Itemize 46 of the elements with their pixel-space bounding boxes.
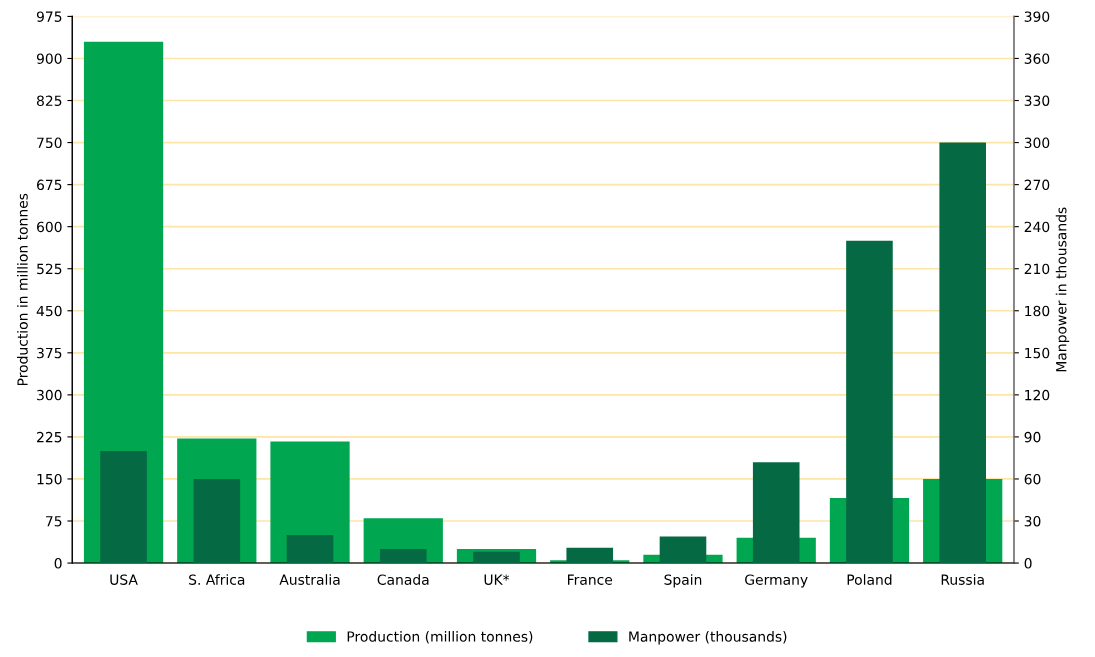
y-tick-label: 300 — [37, 389, 62, 401]
x-tick-label: USA — [110, 574, 138, 585]
y2-tick-label: 0 — [1024, 558, 1032, 569]
y2-tick-label: 390 — [1024, 11, 1050, 22]
y2-tick-label: 60 — [1024, 473, 1041, 485]
y-tick-label: 150 — [37, 473, 62, 485]
y2-tick-label: 150 — [1025, 347, 1050, 359]
bar — [100, 450, 147, 564]
y-tick-label: 750 — [37, 137, 62, 149]
y2-tick-label: 120 — [1025, 389, 1050, 401]
x-tick-label: Spain — [664, 574, 702, 588]
y-tick-label: 0 — [54, 558, 62, 569]
y-tick-label: 75 — [46, 516, 62, 527]
y2-tick-label: 30 — [1024, 515, 1041, 527]
bar — [193, 478, 241, 564]
y-tick-label: 900 — [36, 53, 62, 64]
x-tick-label: Poland — [847, 574, 892, 585]
bar — [379, 549, 427, 564]
y2-axis-title: Manpower in thousands — [1055, 207, 1070, 372]
y-tick-label: 825 — [36, 95, 62, 106]
y2-tick-label: 90 — [1024, 431, 1041, 443]
x-tick-label: Russia — [941, 574, 984, 585]
y-tick-label: 975 — [36, 11, 62, 22]
y2-tick-label: 180 — [1025, 305, 1050, 317]
y-tick-label: 375 — [37, 347, 62, 359]
y-tick-label: 600 — [37, 221, 62, 233]
y-tick-label: 675 — [37, 179, 62, 191]
y2-tick-label: 330 — [1024, 95, 1050, 106]
y-tick-label: 450 — [36, 305, 62, 317]
y2-tick-label: 300 — [1024, 137, 1050, 149]
y-tick-label: 225 — [37, 431, 62, 443]
legend-label: Manpower (thousands) — [629, 631, 787, 645]
y-tick-label: 525 — [37, 263, 62, 275]
y2-tick-label: 270 — [1024, 179, 1050, 191]
y-axis-title: Production in million tonnes — [17, 193, 28, 386]
x-tick-label: Australia — [279, 574, 340, 585]
legend-label: Production (million tonnes) — [347, 631, 533, 644]
bar — [286, 535, 334, 564]
x-tick-label: Germany — [745, 574, 808, 588]
x-tick-label: UK* — [484, 574, 510, 585]
y2-tick-label: 360 — [1024, 53, 1050, 64]
x-tick-label: France — [568, 574, 613, 585]
x-tick-label: Canada — [377, 574, 429, 585]
x-tick-label: S. Africa — [189, 574, 245, 585]
y2-tick-label: 210 — [1024, 263, 1050, 275]
y2-tick-label: 240 — [1024, 221, 1050, 233]
